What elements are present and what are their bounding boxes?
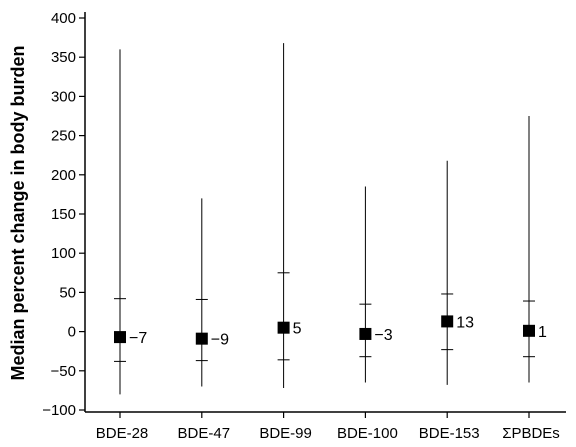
x-category-label: ΣPBDEs xyxy=(502,425,560,442)
median-data-label: 13 xyxy=(456,314,474,331)
median-marker xyxy=(523,324,535,337)
y-tick-label: −50 xyxy=(51,363,76,380)
median-marker xyxy=(277,321,290,334)
median-marker xyxy=(195,332,208,345)
x-category-label: BDE-99 xyxy=(259,425,312,442)
y-tick-label: 300 xyxy=(51,88,76,105)
median-data-label: 5 xyxy=(293,321,302,338)
y-tick-label: 150 xyxy=(51,206,76,223)
median-marker xyxy=(359,327,372,340)
x-category-label: BDE-153 xyxy=(419,425,480,442)
y-tick-label: 350 xyxy=(51,49,76,66)
x-category-label: BDE-28 xyxy=(96,425,149,442)
y-ticks: −100 −50 0 50 100 150 200 250 300 350 400 xyxy=(42,10,85,419)
y-tick-label: 50 xyxy=(59,284,76,301)
y-tick-label: 200 xyxy=(51,167,76,184)
x-categories: BDE-28 BDE-47 BDE-99 BDE-100 BDE-153 ΣPBDEs xyxy=(96,412,560,442)
median-data-label: −9 xyxy=(211,332,229,349)
y-tick-label: 100 xyxy=(51,245,76,262)
x-category-label: BDE-47 xyxy=(178,425,231,442)
median-data-label: −7 xyxy=(129,330,147,347)
median-marker xyxy=(114,331,126,344)
plot-marks: −7 −9 5 −3 13 1 xyxy=(114,43,547,395)
median-data-label: −3 xyxy=(374,327,392,344)
y-tick-label: 400 xyxy=(51,10,76,27)
y-tick-label: 250 xyxy=(51,128,76,145)
y-tick-label: −100 xyxy=(42,402,76,419)
median-data-label: 1 xyxy=(538,324,547,341)
median-marker xyxy=(441,315,454,328)
x-category-label: BDE-100 xyxy=(337,425,398,442)
y-axis-label: Median percent change in body burden xyxy=(8,45,28,380)
y-tick-label: 0 xyxy=(68,324,76,341)
